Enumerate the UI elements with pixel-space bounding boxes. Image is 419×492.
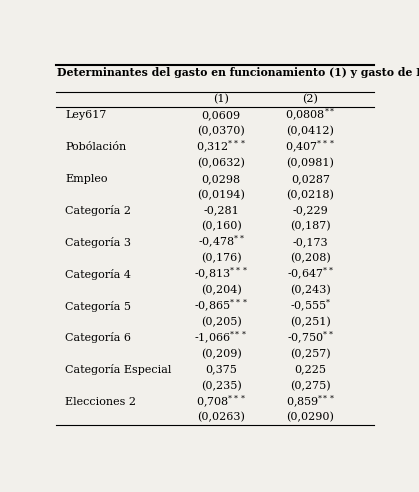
Text: (0,0370): (0,0370) [197, 126, 245, 136]
Text: 0,0287: 0,0287 [291, 174, 330, 184]
Text: (0,251): (0,251) [290, 317, 331, 327]
Text: (0,176): (0,176) [201, 253, 241, 264]
Text: 0,312$^{\mathregular{***}}$: 0,312$^{\mathregular{***}}$ [196, 139, 246, 155]
Text: 0,0808$^{\mathregular{**}}$: 0,0808$^{\mathregular{**}}$ [285, 107, 336, 123]
Text: (2): (2) [303, 94, 318, 105]
Text: (0,208): (0,208) [290, 253, 331, 264]
Text: Pobólación: Pobólación [65, 142, 127, 152]
Text: -0,173: -0,173 [293, 238, 328, 247]
Text: -0,555$^{\mathregular{*}}$: -0,555$^{\mathregular{*}}$ [290, 298, 331, 314]
Text: (1): (1) [213, 94, 229, 105]
Text: 0,225: 0,225 [295, 365, 326, 375]
Text: -0,813$^{\mathregular{***}}$: -0,813$^{\mathregular{***}}$ [194, 266, 248, 282]
Text: (0,204): (0,204) [201, 285, 242, 295]
Text: Categoría 2: Categoría 2 [65, 205, 132, 216]
Text: (0,187): (0,187) [290, 221, 331, 232]
Text: -0,281: -0,281 [203, 206, 239, 215]
Text: (0,243): (0,243) [290, 285, 331, 295]
Text: 0,708$^{\mathregular{***}}$: 0,708$^{\mathregular{***}}$ [196, 394, 246, 410]
Text: (0,0412): (0,0412) [287, 126, 334, 136]
Text: -0,229: -0,229 [292, 206, 328, 215]
Text: (0,275): (0,275) [290, 380, 331, 391]
Text: (0,205): (0,205) [201, 317, 242, 327]
Text: Empleo: Empleo [65, 174, 108, 184]
Text: (0,0218): (0,0218) [287, 189, 334, 200]
Text: 0,0609: 0,0609 [202, 110, 241, 120]
Text: (0,257): (0,257) [290, 349, 331, 359]
Text: (0,0263): (0,0263) [197, 412, 245, 423]
Text: -0,865$^{\mathregular{***}}$: -0,865$^{\mathregular{***}}$ [194, 298, 248, 314]
Text: (0,235): (0,235) [201, 380, 242, 391]
Text: 0,407$^{\mathregular{***}}$: 0,407$^{\mathregular{***}}$ [285, 139, 336, 155]
Text: Ley617: Ley617 [65, 110, 107, 120]
Text: Categoría 3: Categoría 3 [65, 237, 132, 248]
Text: -0,478$^{\mathregular{**}}$: -0,478$^{\mathregular{**}}$ [198, 234, 245, 250]
Text: (0,0194): (0,0194) [197, 189, 245, 200]
Text: Categoría 4: Categoría 4 [65, 269, 132, 280]
Text: 0,0298: 0,0298 [202, 174, 241, 184]
Text: 0,375: 0,375 [205, 365, 237, 375]
Text: Determinantes del gasto en funcionamiento (1) y gasto de Inversión (2): Determinantes del gasto en funcionamient… [57, 66, 419, 78]
Text: (0,0981): (0,0981) [287, 157, 334, 168]
Text: -0,647$^{\mathregular{**}}$: -0,647$^{\mathregular{**}}$ [287, 266, 334, 282]
Text: Categoría 6: Categoría 6 [65, 333, 132, 343]
Text: 0,859$^{\mathregular{***}}$: 0,859$^{\mathregular{***}}$ [286, 394, 335, 410]
Text: Categoría 5: Categoría 5 [65, 301, 132, 311]
Text: (0,0632): (0,0632) [197, 157, 245, 168]
Text: (0,160): (0,160) [201, 221, 242, 232]
Text: (0,0290): (0,0290) [287, 412, 334, 423]
Text: (0,209): (0,209) [201, 349, 242, 359]
Text: Categoría Especial: Categoría Especial [65, 364, 172, 375]
Text: -0,750$^{\mathregular{**}}$: -0,750$^{\mathregular{**}}$ [287, 330, 334, 346]
Text: Elecciones 2: Elecciones 2 [65, 397, 136, 406]
Text: -1,066$^{\mathregular{***}}$: -1,066$^{\mathregular{***}}$ [194, 330, 248, 346]
